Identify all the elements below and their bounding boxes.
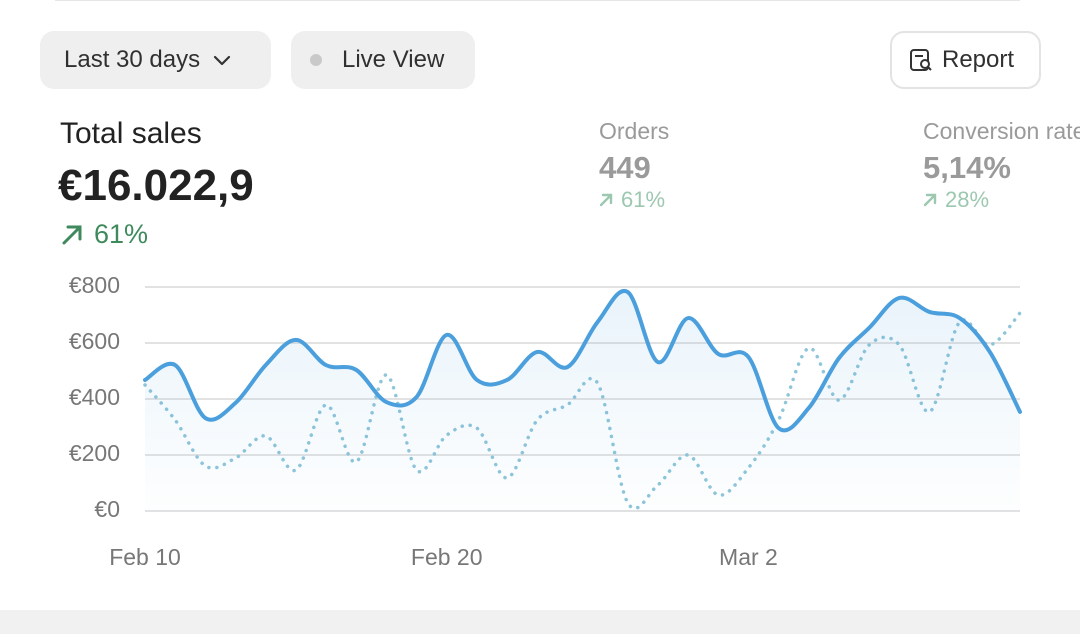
y-tick-label: €800 [69, 272, 120, 298]
up-arrow-icon [62, 225, 82, 244]
metric-change-text: 28% [945, 187, 990, 212]
y-tick-label: €0 [94, 496, 120, 522]
metric-label: Conversion rate [923, 118, 1080, 144]
area [145, 290, 1020, 511]
status-dot [310, 54, 322, 66]
metric-label: Orders [599, 118, 670, 144]
x-tick-label: Feb 20 [411, 544, 483, 570]
live-view-label: Live View [342, 46, 445, 73]
footer-band [0, 610, 1080, 634]
y-tick-label: €400 [69, 384, 120, 410]
metric-value: €16.022,9 [58, 161, 254, 210]
metric-change-text: 61% [94, 219, 149, 249]
metric-value: 5,14% [923, 150, 1011, 185]
x-tick-label: Mar 2 [719, 544, 778, 570]
up-arrow-icon [599, 193, 613, 207]
metric-change: 61% [60, 219, 148, 250]
metric-change: 61% [599, 187, 665, 213]
y-tick-label: €200 [69, 440, 120, 466]
metric-value: 449 [599, 150, 651, 185]
metric-change-text: 61% [621, 187, 666, 212]
report-icon [910, 49, 932, 71]
y-tick-label: €600 [69, 328, 120, 354]
report-button[interactable]: Report [890, 31, 1041, 89]
metric-label: Total sales [60, 117, 202, 150]
chevron-icon [213, 55, 231, 66]
live-view-button[interactable]: Live View [291, 31, 475, 89]
x-tick-label: Feb 10 [109, 544, 181, 570]
date-range-button[interactable]: Last 30 days [40, 31, 271, 89]
up-arrow-icon [923, 193, 937, 207]
line [143, 288, 1022, 433]
report-label: Report [942, 46, 1015, 73]
metric-change: 28% [923, 187, 989, 213]
date-range-label: Last 30 days [64, 46, 201, 73]
